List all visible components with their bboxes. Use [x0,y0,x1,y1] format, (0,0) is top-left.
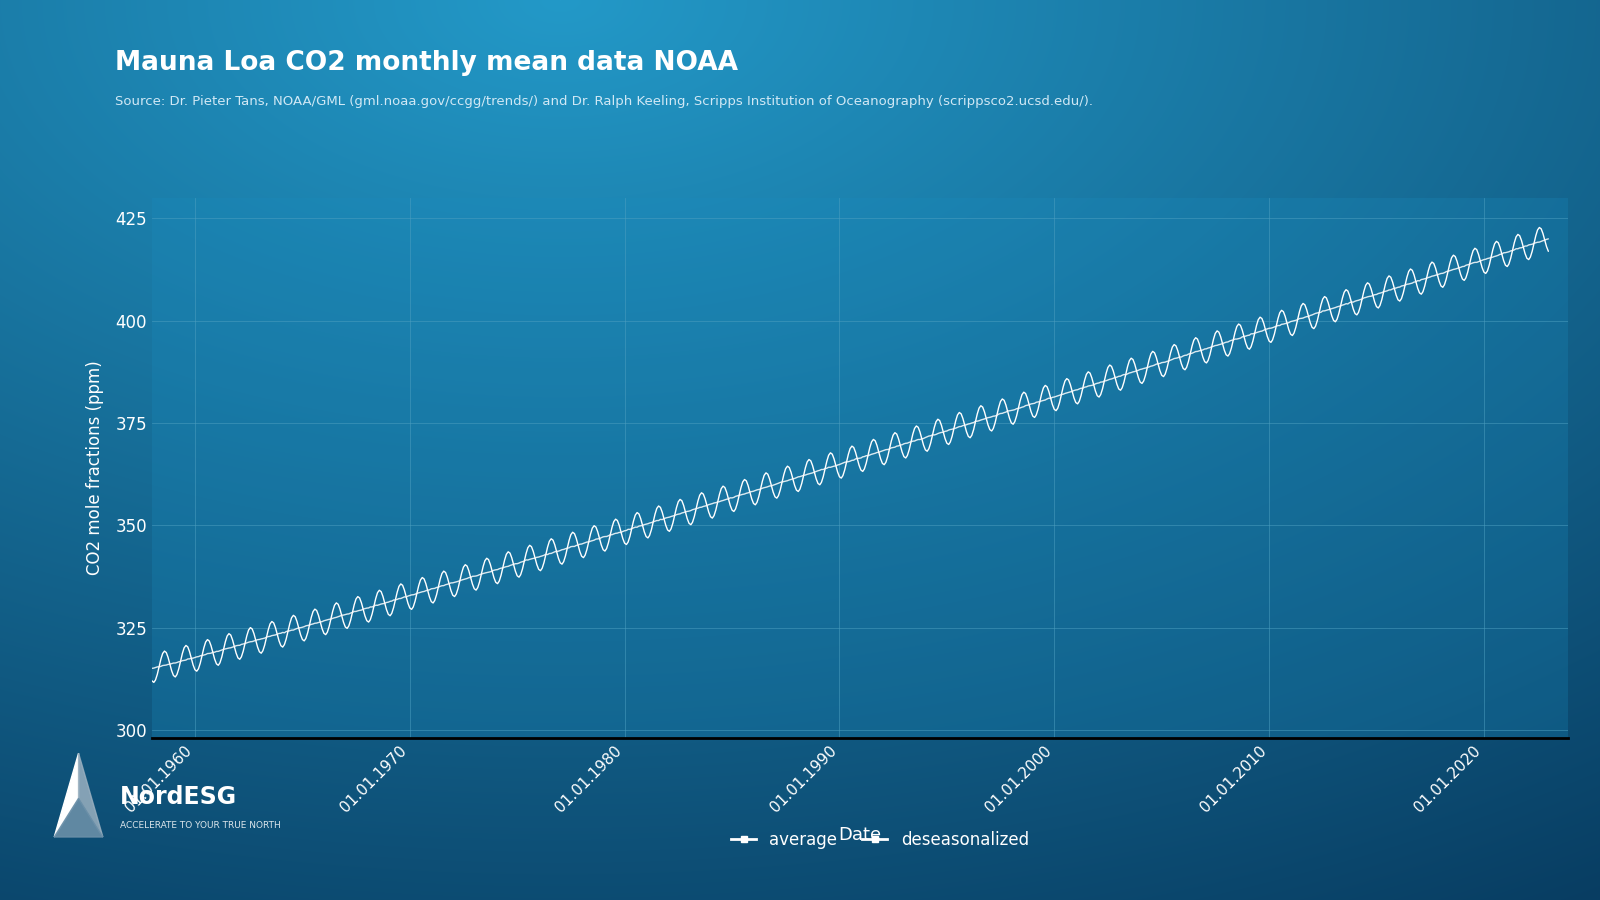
Text: NordESG: NordESG [120,785,237,808]
Text: Source: Dr. Pieter Tans, NOAA/GML (gml.noaa.gov/ccgg/trends/) and Dr. Ralph Keel: Source: Dr. Pieter Tans, NOAA/GML (gml.n… [115,94,1093,107]
X-axis label: Date: Date [838,826,882,844]
Legend: average, deseasonalized: average, deseasonalized [725,824,1035,856]
Text: ACCELERATE TO YOUR TRUE NORTH: ACCELERATE TO YOUR TRUE NORTH [120,821,280,830]
Polygon shape [78,753,102,837]
Polygon shape [54,798,102,837]
Y-axis label: CO2 mole fractions (ppm): CO2 mole fractions (ppm) [86,361,104,575]
Polygon shape [54,753,78,837]
Text: Mauna Loa CO2 monthly mean data NOAA: Mauna Loa CO2 monthly mean data NOAA [115,50,738,76]
